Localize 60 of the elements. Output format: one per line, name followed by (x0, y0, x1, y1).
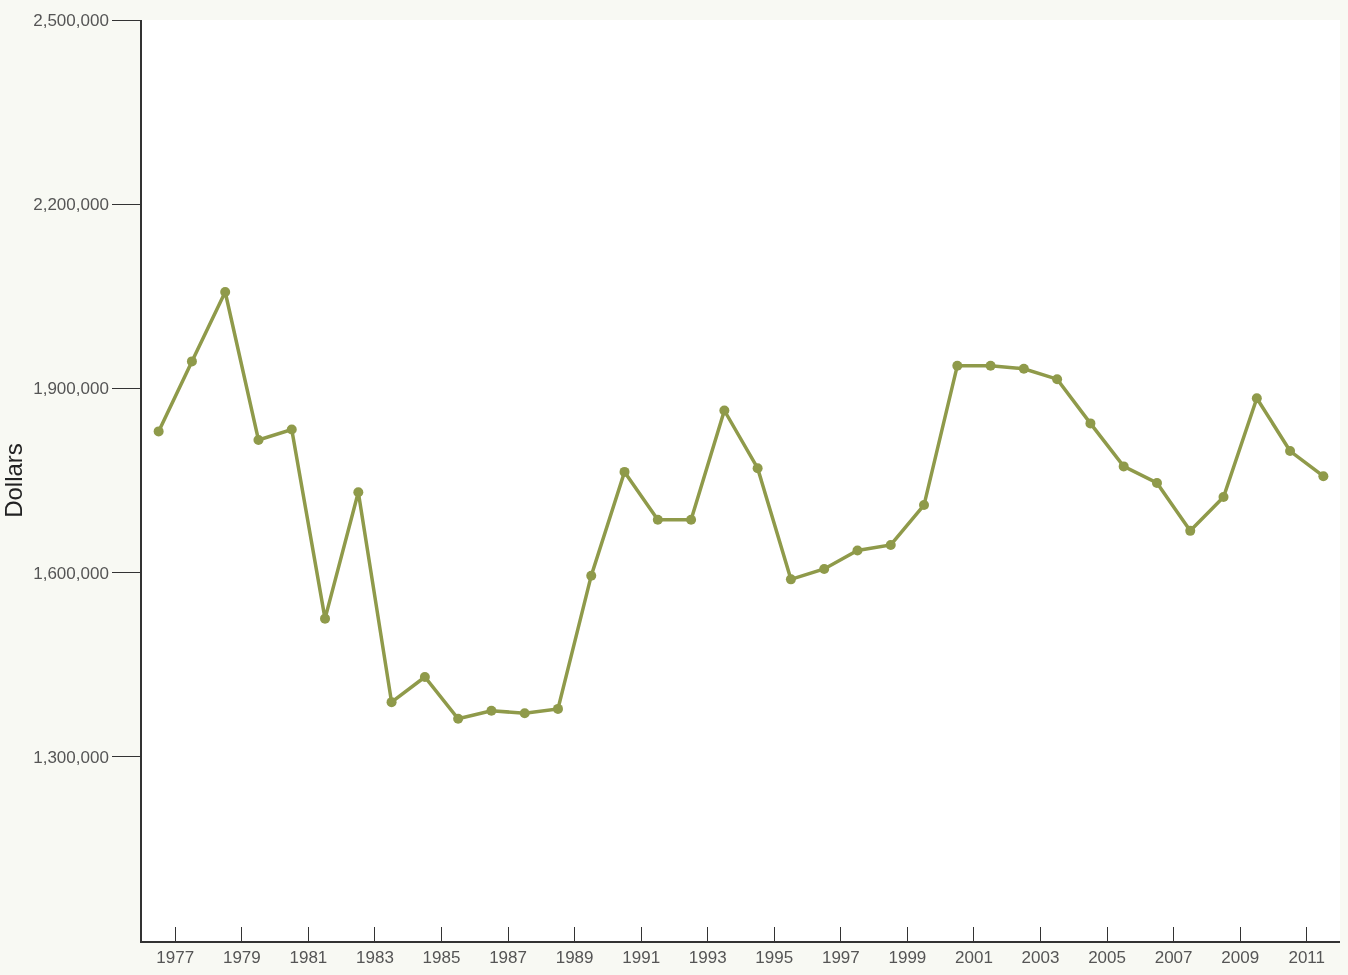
x-tick-label: 2009 (1221, 948, 1260, 968)
x-tick-label: 1979 (222, 948, 261, 968)
point (486, 705, 497, 716)
y-tick-label: 2,200,000 (33, 195, 109, 215)
x-tick-label: 1993 (688, 948, 727, 968)
point (985, 360, 996, 371)
point (785, 574, 796, 585)
x-tick-label: 2001 (955, 948, 993, 968)
point (286, 424, 297, 435)
point (1018, 363, 1029, 374)
point (1285, 446, 1296, 457)
point (819, 563, 830, 574)
point (386, 697, 397, 708)
point (719, 405, 730, 416)
x-tick-label: 2003 (1021, 948, 1060, 968)
point (1151, 477, 1162, 488)
point (952, 360, 963, 371)
point (1185, 525, 1196, 536)
point (1251, 393, 1262, 404)
x-tick-label: 1985 (422, 948, 461, 968)
point (619, 466, 630, 477)
x-tick-label: 1987 (489, 948, 527, 968)
point (1118, 461, 1129, 472)
y-axis-title: Dollars (0, 443, 27, 518)
point (353, 487, 364, 498)
x-tick-label: 2007 (1154, 948, 1193, 968)
x-tick-label: 1999 (888, 948, 927, 968)
point (552, 703, 563, 714)
point (852, 545, 863, 556)
point (652, 514, 663, 525)
y-tick-label: 1,600,000 (33, 563, 109, 583)
point (419, 671, 430, 682)
point (1052, 374, 1063, 385)
y-tick-label: 2,500,000 (33, 10, 109, 30)
point (1318, 471, 1329, 482)
x-tick-label: 1989 (555, 948, 594, 968)
y-tick-label: 1,300,000 (33, 747, 109, 767)
point (519, 708, 530, 719)
point (885, 539, 896, 550)
x-tick-label: 1977 (156, 948, 195, 968)
point (153, 426, 164, 437)
point (253, 434, 264, 445)
point (919, 500, 930, 511)
point (453, 713, 464, 724)
x-tick-label: 1997 (821, 948, 860, 968)
point (220, 287, 231, 297)
y-tick-label: 1,900,000 (33, 379, 109, 399)
x-tick-label: 1991 (622, 948, 661, 968)
point (752, 463, 763, 474)
point (186, 356, 197, 367)
x-tick-label: 1995 (755, 948, 794, 968)
point (686, 514, 697, 525)
x-tick-label: 2011 (1288, 948, 1325, 968)
point (586, 570, 597, 581)
x-tick-label: 1981 (289, 948, 328, 968)
x-tick-label: 1983 (356, 948, 394, 968)
point (320, 613, 331, 624)
x-tick-label: 2005 (1088, 948, 1126, 968)
point (1085, 418, 1096, 429)
point (1218, 492, 1229, 503)
